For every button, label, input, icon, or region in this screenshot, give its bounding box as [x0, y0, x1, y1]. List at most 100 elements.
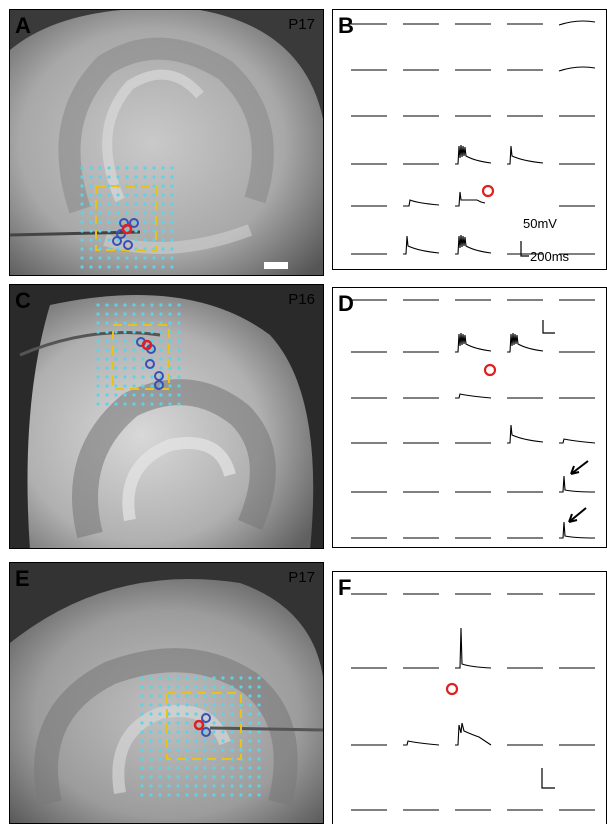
grid-dot	[107, 238, 111, 242]
grid-dot	[123, 357, 127, 361]
grid-dot	[143, 202, 147, 206]
scalebar-voltage: 50mV	[523, 216, 557, 231]
grid-dot	[167, 739, 171, 743]
grid-dot	[230, 730, 234, 734]
grid-dot	[248, 748, 252, 752]
grid-dot	[239, 748, 243, 752]
grid-dot	[257, 748, 261, 752]
grid-dot	[107, 229, 111, 233]
grid-dot	[98, 256, 102, 260]
grid-dot	[105, 330, 109, 334]
grid-dot	[177, 384, 181, 388]
grid-dot	[248, 676, 252, 680]
grid-dot	[150, 312, 154, 316]
grid-dot	[125, 256, 129, 260]
panel-letter: F	[338, 575, 352, 600]
grid-dot	[158, 712, 162, 716]
grid-dot	[107, 265, 111, 269]
grid-dot	[141, 303, 145, 307]
grid-dot	[149, 793, 153, 797]
grid-dot	[105, 339, 109, 343]
grid-dot	[132, 393, 136, 397]
grid-dot	[143, 211, 147, 215]
grid-dot	[80, 166, 84, 170]
grid-dot	[239, 703, 243, 707]
grid-dot	[177, 393, 181, 397]
grid-dot	[230, 676, 234, 680]
grid-dot	[132, 366, 136, 370]
grid-dot	[141, 384, 145, 388]
grid-dot	[107, 175, 111, 179]
grid-dot	[89, 238, 93, 242]
grid-dot	[212, 685, 216, 689]
grid-dot	[176, 730, 180, 734]
grid-dot	[134, 211, 138, 215]
grid-dot	[168, 402, 172, 406]
grid-dot	[176, 748, 180, 752]
grid-dot	[98, 229, 102, 233]
grid-dot	[221, 766, 225, 770]
grid-dot	[149, 712, 153, 716]
grid-dot	[140, 712, 144, 716]
grid-dot	[257, 703, 261, 707]
responding-site	[201, 713, 211, 723]
grid-dot	[152, 238, 156, 242]
grid-dot	[143, 220, 147, 224]
grid-dot	[167, 730, 171, 734]
grid-dot	[170, 202, 174, 206]
grid-dot	[170, 220, 174, 224]
grid-dot	[89, 211, 93, 215]
trace	[507, 424, 544, 444]
grid-dot	[96, 303, 100, 307]
grid-dot	[168, 321, 172, 325]
grid-dot	[177, 339, 181, 343]
grid-dot	[158, 694, 162, 698]
grid-dot	[140, 694, 144, 698]
grid-dot	[114, 393, 118, 397]
grid-dot	[141, 393, 145, 397]
grid-dot	[194, 775, 198, 779]
grid-dot	[230, 685, 234, 689]
grid-dot	[116, 265, 120, 269]
grid-dot	[221, 721, 225, 725]
grid-dot	[239, 676, 243, 680]
grid-dot	[98, 265, 102, 269]
grid-dot	[248, 757, 252, 761]
grid-dot	[141, 330, 145, 334]
panel-b: 50mV 200ms B	[332, 9, 607, 270]
grid-dot	[98, 166, 102, 170]
grid-dot	[143, 229, 147, 233]
grid-dot	[134, 175, 138, 179]
grid-dot	[161, 220, 165, 224]
grid-dot	[239, 721, 243, 725]
grid-dot	[152, 175, 156, 179]
grid-dot	[161, 202, 165, 206]
scale-bar	[264, 262, 288, 269]
grid-dot	[177, 348, 181, 352]
grid-dot	[170, 256, 174, 260]
grid-dot	[134, 184, 138, 188]
trace-grid-f	[351, 593, 595, 811]
grid-dot	[203, 775, 207, 779]
grid-dot	[161, 184, 165, 188]
grid-dot	[114, 330, 118, 334]
responding-site	[201, 727, 211, 737]
grid-dot	[159, 393, 163, 397]
grid-dot	[176, 694, 180, 698]
grid-dot	[194, 793, 198, 797]
scalebar-icon	[520, 241, 529, 257]
grid-dot	[141, 312, 145, 316]
grid-dot	[203, 703, 207, 707]
grid-dot	[239, 784, 243, 788]
grid-dot	[230, 757, 234, 761]
grid-dot	[80, 220, 84, 224]
grid-dot	[96, 375, 100, 379]
grid-dot	[132, 348, 136, 352]
grid-dot	[212, 676, 216, 680]
grid-dot	[132, 375, 136, 379]
grid-dot	[167, 748, 171, 752]
grid-dot	[239, 793, 243, 797]
grid-dot	[158, 784, 162, 788]
grid-dot	[123, 402, 127, 406]
grid-dot	[132, 321, 136, 325]
